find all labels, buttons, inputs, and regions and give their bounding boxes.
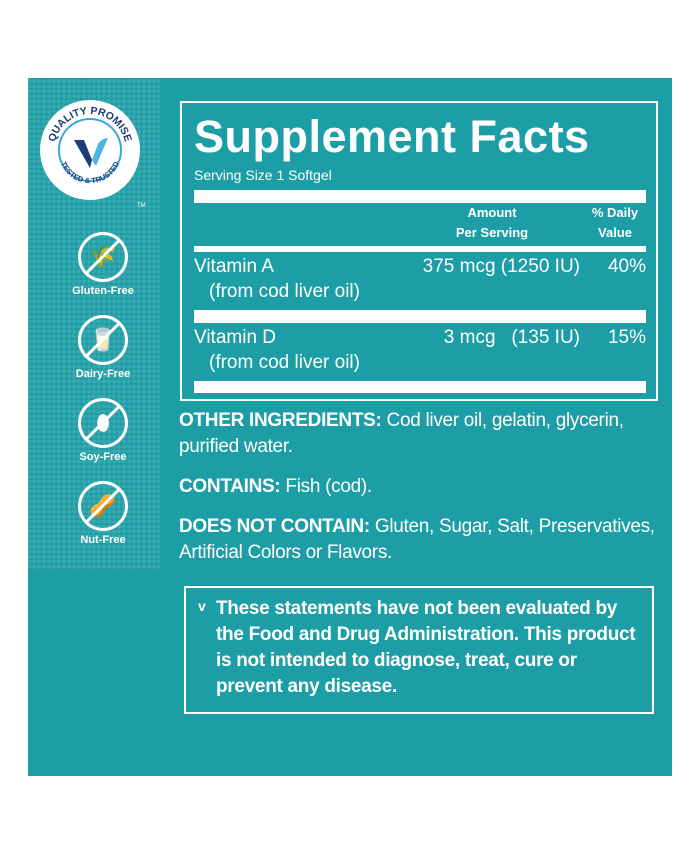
fda-disclaimer: v These statements have not been evaluat… (184, 586, 654, 714)
facts-title: Supplement Facts (194, 111, 590, 162)
divider (194, 310, 646, 323)
soy-free-icon: ⬮ Soy-Free (72, 398, 134, 463)
ingredients-section: OTHER INGREDIENTS: Cod liver oil, gelati… (179, 408, 657, 754)
divider (194, 190, 646, 203)
contains: CONTAINS: Fish (cod). (179, 476, 372, 497)
v-marker-icon: v (198, 598, 206, 614)
amount-header: Amount Per Serving (455, 205, 529, 240)
nut-free-icon: 🥜 Nut-Free (72, 481, 134, 546)
dairy-free-icon: 🥛 Dairy-Free (72, 315, 134, 380)
other-ingredients: OTHER INGREDIENTS: Cod liver oil, gelati… (179, 410, 624, 457)
divider (194, 381, 646, 393)
gluten-free-icon: 🌾 Gluten-Free (72, 232, 134, 297)
supplement-facts-table: Supplement Facts Serving Size 1 Softgel … (180, 101, 658, 401)
serving-size: Serving Size 1 Softgel (194, 167, 332, 183)
dv-header: % Daily Value (591, 205, 639, 240)
trademark: TM (137, 203, 146, 209)
quality-promise-badge: QUALITY PROMISE TESTED & TRUSTED (40, 100, 140, 200)
svg-text:QUALITY PROMISE: QUALITY PROMISE (46, 105, 134, 143)
divider (194, 246, 646, 252)
v-logo-icon (74, 140, 92, 168)
does-not-contain: DOES NOT CONTAIN: Gluten, Sugar, Salt, P… (179, 516, 655, 563)
